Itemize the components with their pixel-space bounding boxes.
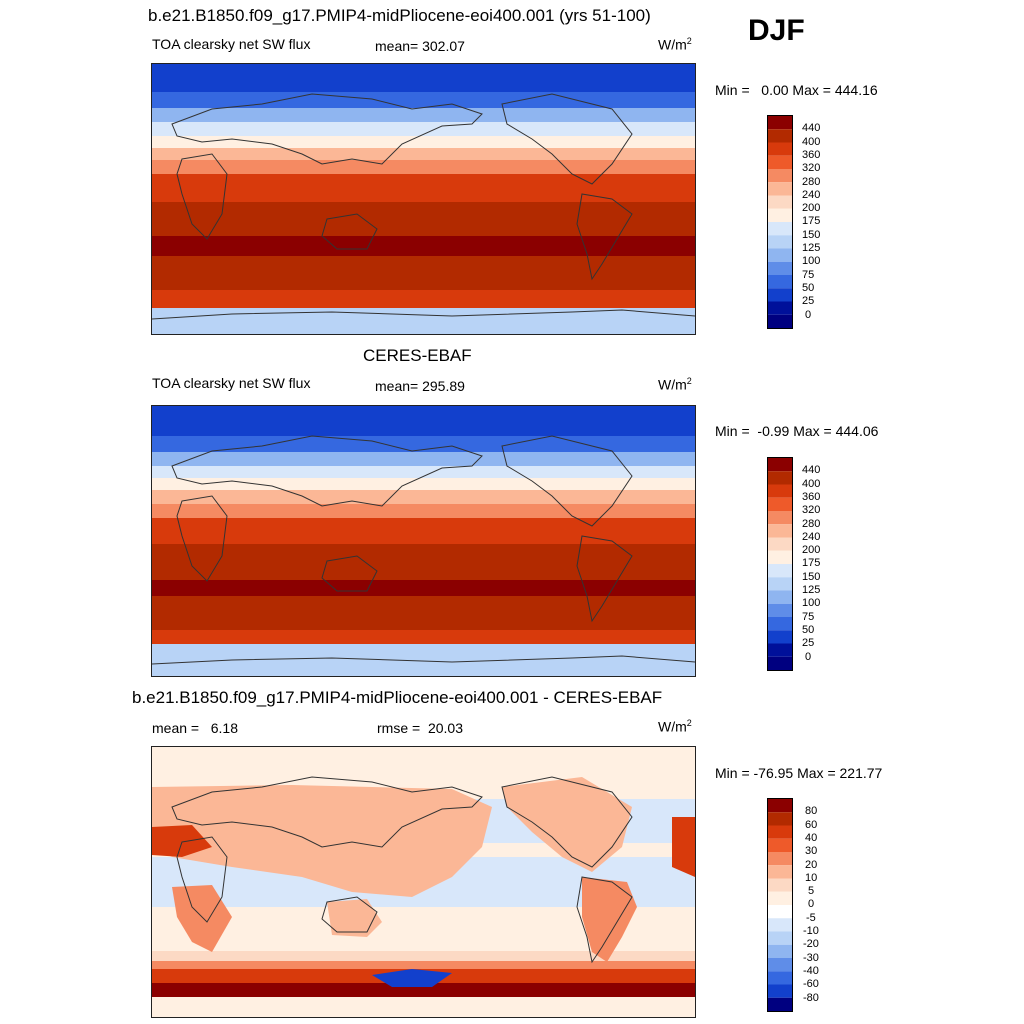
colorbar-tick: 10 [805, 872, 818, 884]
map-observation [151, 405, 696, 677]
colorbar-tick: 175 [802, 215, 821, 227]
colorbar-tick: 200 [802, 544, 821, 556]
colorbar-swatches [768, 799, 792, 1011]
colorbar-tick: 280 [802, 518, 821, 530]
colorbar-tick: -80 [803, 992, 819, 1004]
colorbar-tick: 0 [808, 898, 815, 910]
colorbar-tick: 5 [808, 885, 815, 897]
colorbar-tick: -60 [803, 978, 819, 990]
colorbar-tick: 200 [802, 202, 821, 214]
min-max-label: Min = -0.99 Max = 444.06 [715, 423, 879, 439]
colorbar-tick: -5 [806, 912, 816, 924]
colorbar-tick: 400 [802, 136, 821, 148]
season-label: DJF [748, 14, 805, 47]
colorbar-swatches [768, 458, 792, 670]
colorbar-tick: 50 [802, 624, 815, 636]
map-difference [151, 746, 696, 1018]
units-label: W/m2 [658, 718, 692, 735]
min-max-label: Min = -76.95 Max = 221.77 [715, 765, 883, 781]
colorbar-tick: 25 [802, 637, 815, 649]
colorbar-tick: 440 [802, 464, 821, 476]
colorbar-tick: 125 [802, 584, 821, 596]
colorbar-observation [767, 457, 793, 671]
colorbar-tick: 320 [802, 504, 821, 516]
panel-title: CERES-EBAF [363, 346, 472, 365]
colorbar-tick: 100 [802, 255, 821, 267]
map-model [151, 63, 696, 335]
colorbar-tick: 360 [802, 149, 821, 161]
colorbar-tick: 150 [802, 571, 821, 583]
mean-label: mean= 302.07 [375, 38, 465, 54]
panel-title: b.e21.B1850.f09_g17.PMIP4-midPliocene-eo… [132, 688, 663, 707]
colorbar-tick: 440 [802, 122, 821, 134]
colorbar-tick: -10 [803, 925, 819, 937]
colorbar-tick: 30 [805, 845, 818, 857]
colorbar-tick: 360 [802, 491, 821, 503]
colorbar-tick: 240 [802, 531, 821, 543]
colorbar-tick: 60 [805, 819, 818, 831]
min-max-label: Min = 0.00 Max = 444.16 [715, 82, 878, 98]
colorbar-difference [767, 798, 793, 1012]
colorbar-tick: 20 [805, 859, 818, 871]
colorbar-tick: 175 [802, 557, 821, 569]
colorbar-swatches [768, 116, 792, 328]
rmse-label: rmse = 20.03 [377, 720, 463, 736]
colorbar-tick: 80 [805, 805, 818, 817]
colorbar-tick: 75 [802, 611, 815, 623]
colorbar-tick: 320 [802, 162, 821, 174]
colorbar-tick: 400 [802, 478, 821, 490]
colorbar-tick: 0 [805, 309, 812, 321]
variable-label: TOA clearsky net SW flux [152, 375, 311, 391]
colorbar-tick: 240 [802, 189, 821, 201]
mean-label: mean= 295.89 [375, 378, 465, 394]
colorbar-tick: -20 [803, 938, 819, 950]
colorbar-tick: 150 [802, 229, 821, 241]
colorbar-tick: 280 [802, 176, 821, 188]
panel-title: b.e21.B1850.f09_g17.PMIP4-midPliocene-eo… [148, 6, 651, 25]
colorbar-tick: -40 [803, 965, 819, 977]
colorbar-tick: 100 [802, 597, 821, 609]
variable-label: TOA clearsky net SW flux [152, 36, 311, 52]
colorbar-tick: 75 [802, 269, 815, 281]
colorbar-tick: 25 [802, 295, 815, 307]
colorbar-tick: 40 [805, 832, 818, 844]
colorbar-tick: 125 [802, 242, 821, 254]
units-label: W/m2 [658, 376, 692, 393]
units-label: W/m2 [658, 36, 692, 53]
colorbar-model [767, 115, 793, 329]
colorbar-tick: 0 [805, 651, 812, 663]
colorbar-tick: 50 [802, 282, 815, 294]
colorbar-tick: -30 [803, 952, 819, 964]
mean-label: mean = 6.18 [152, 720, 239, 736]
